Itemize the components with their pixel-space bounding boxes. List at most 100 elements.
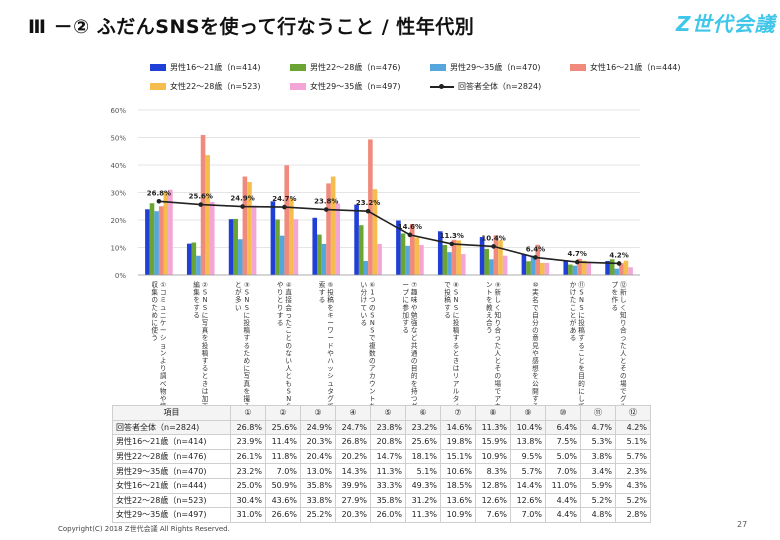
category-label-char: す [193, 304, 200, 312]
category-label-char: 想 [532, 364, 539, 373]
legend-swatch [290, 83, 306, 90]
category-label-char: り [495, 319, 502, 327]
category-label-char: N [244, 296, 249, 304]
category-label-char: す [202, 357, 209, 365]
total-point-9 [491, 244, 496, 249]
category-label-char: ど [411, 334, 418, 342]
category-label-char: と [235, 281, 242, 289]
category-label-char: る [402, 327, 409, 335]
category-label-char: 作 [612, 295, 619, 304]
bar-4-4 [284, 165, 290, 275]
total-point-6 [365, 208, 371, 214]
category-label-char: ⑫ [620, 281, 627, 289]
category-label-char: S [454, 289, 458, 297]
bar-6-6 [377, 243, 382, 275]
category-label-char: 実 [532, 288, 539, 297]
category-label-char: め [151, 311, 158, 319]
category-label-char: た [151, 304, 158, 312]
category-label-12: ⑫新しく知り合った人とその場でグループを作る [612, 281, 628, 405]
table-cell: 49.3% [405, 477, 441, 494]
category-label-char: っ [285, 311, 292, 319]
table-cell: 12.8% [475, 477, 511, 494]
category-label-char: 人 [620, 349, 627, 357]
total-data-label: 24.9% [230, 195, 254, 203]
y-tick-label: 50% [110, 135, 126, 143]
category-label-char: は [453, 365, 460, 373]
category-label-char: る [319, 296, 326, 304]
bar-3-10 [530, 255, 536, 275]
category-label-char: リ [453, 372, 460, 380]
table-row-label: 男性22～28歳（n=476) [112, 448, 231, 465]
category-label-char: 会 [285, 303, 292, 312]
category-label-char: た [244, 349, 251, 357]
category-label-char: コ [160, 289, 167, 297]
legend-item-female-22-28: 女性22～28歳（n=523) [150, 81, 261, 92]
table-cell: 43.6% [265, 492, 301, 509]
chart-legend: 男性16～21歳（n=414) 男性22～28歳（n=476) 男性29～35歳… [150, 60, 710, 98]
category-label-char: ル [620, 403, 627, 405]
table-row: 男性22～28歳（n=476) 26.1% 11.8% 20.4% 20.2% 14.7%… [112, 448, 651, 465]
category-label-char: 投 [202, 341, 209, 350]
table-cell: 11.3% [370, 463, 406, 479]
table-cell: 20.3% [300, 434, 336, 450]
y-tick-label: 10% [110, 245, 126, 253]
category-label-char: 開 [532, 387, 539, 395]
category-label-char: ン [369, 387, 376, 395]
category-label-char: 写 [244, 372, 251, 380]
bar-2-12 [609, 259, 615, 275]
category-label-char: 場 [620, 379, 627, 388]
bar-6-8 [460, 254, 466, 275]
category-label-char: た [495, 342, 502, 350]
category-label-char: 強 [411, 319, 418, 327]
category-label-char: で [444, 281, 451, 289]
category-label-char: に [151, 319, 158, 327]
category-label-char: り [277, 289, 284, 297]
bar-5-5 [330, 176, 336, 275]
category-label-char: プ [402, 289, 409, 297]
category-label-char: 合 [620, 326, 627, 335]
category-label-2: ②SNSに写真を投稿するときは加工や編集をする [193, 280, 209, 405]
category-label-char: す [319, 289, 326, 297]
category-label-char: ン [486, 281, 493, 289]
category-label-char: 使 [151, 326, 158, 335]
category-label-char: 公 [532, 380, 539, 388]
bar-6-7 [419, 245, 424, 275]
bar-2-9 [484, 248, 489, 275]
category-label-char: っ [495, 334, 502, 342]
category-label-char: ③ [244, 281, 250, 289]
bar-4-7 [409, 224, 415, 275]
bar-1-12 [605, 260, 610, 275]
category-label-char: 加 [402, 310, 409, 319]
table-cell: 7.0% [510, 507, 546, 523]
total-data-label: 4.7% [568, 250, 587, 258]
table-cell: 19.8% [440, 434, 476, 450]
category-label-char: る [361, 319, 368, 327]
category-label-char: う [486, 327, 493, 335]
table-cell: 25.6% [405, 434, 441, 450]
legend-item-male-16-21: 男性16～21歳（n=414) [150, 62, 261, 73]
category-label-char: 稿 [202, 348, 209, 357]
table-cell: 33.8% [300, 492, 336, 509]
category-label-char: 調 [160, 371, 167, 380]
category-label-char: ド [327, 342, 334, 350]
category-label-char: 投 [578, 318, 585, 327]
category-label-char: の [369, 357, 376, 365]
legend-swatch [290, 64, 306, 71]
category-label-char: も [285, 380, 292, 388]
category-label-char: 新 [495, 288, 502, 297]
copyright-text: Copyright(C) 2018 Z世代会議 All Rights Reser… [58, 525, 230, 533]
bar-1-10 [521, 254, 527, 275]
category-label-char: 投 [444, 288, 451, 297]
category-label-char: る [453, 342, 460, 350]
category-label-char: の [411, 357, 418, 365]
table-cell: 2.3% [615, 463, 651, 479]
category-label-char: を [578, 365, 585, 373]
category-label-char: っ [620, 334, 627, 342]
category-label-char: つ [369, 296, 376, 304]
bar-3-11 [572, 265, 578, 275]
table-col-header: ⑩ [545, 405, 581, 421]
category-label-char: の [285, 342, 292, 350]
table-cell: 35.8% [370, 492, 406, 509]
page-number: 27 [737, 520, 748, 529]
table-col-header: ⑥ [405, 405, 441, 421]
